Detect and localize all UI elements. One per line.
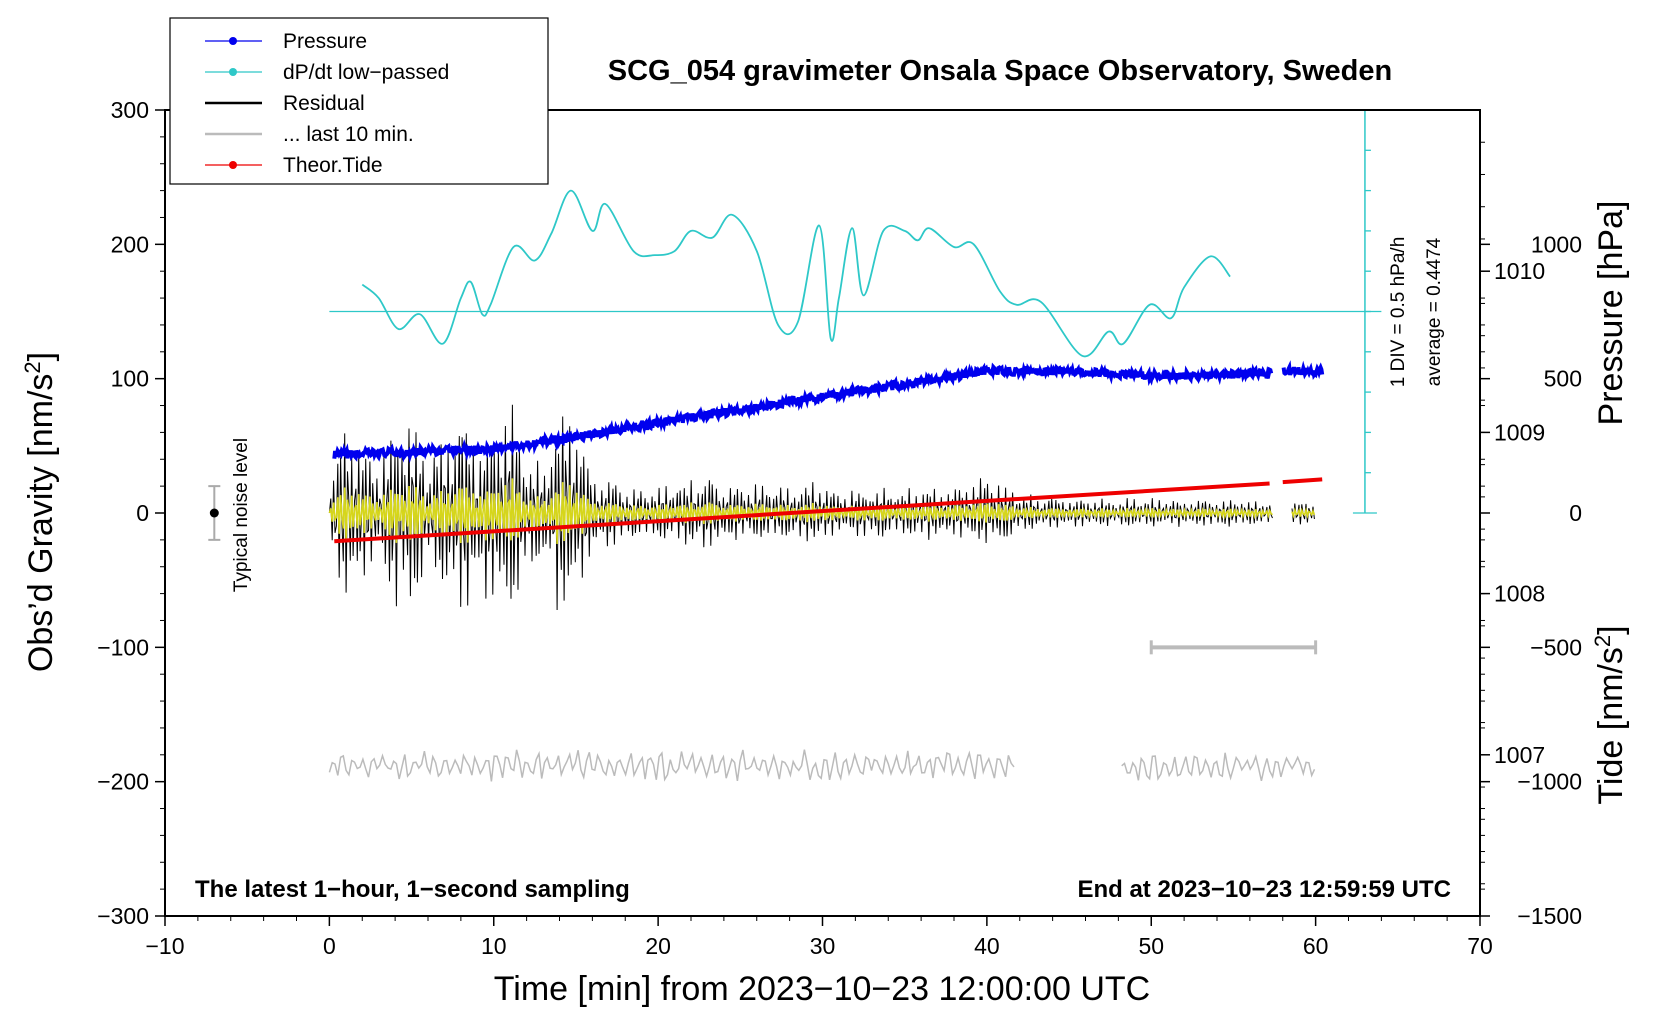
x-axis-title: Time [min] from 2023−10−23 12:00:00 UTC xyxy=(494,970,1150,1008)
dpdt-average-label: average = 0.4474 xyxy=(1424,237,1445,386)
x-tick-label: 60 xyxy=(1303,933,1329,959)
last10-layer xyxy=(328,640,1318,782)
y-axis-title-pressure: Pressure [hPa] xyxy=(1592,201,1630,426)
pressure-layer xyxy=(332,360,1325,464)
legend-label: ... last 10 min. xyxy=(283,123,414,146)
y-tick-label-gravity: −200 xyxy=(97,769,149,795)
dpdt-line xyxy=(361,189,1231,358)
x-tick-label: 0 xyxy=(323,933,336,959)
y-tick-label-gravity: −100 xyxy=(97,634,149,660)
y-axis-title-tide: Tide [nm/s2] xyxy=(1590,625,1630,804)
tide-line-segment xyxy=(334,481,1270,544)
y-tick-label-gravity: −300 xyxy=(97,903,149,929)
x-tick-label: 10 xyxy=(481,933,507,959)
noise-label: Typical noise level xyxy=(231,438,252,592)
y-axis-gravity: 300 200 100 0 −100 −200 −300 xyxy=(97,97,165,929)
noise-dot xyxy=(209,508,219,518)
misc-layer xyxy=(208,485,221,541)
pressure-line xyxy=(332,360,1325,464)
last10-trace xyxy=(328,749,1015,782)
y-tick-label-tide: −1000 xyxy=(1517,769,1582,795)
dpdt-layer xyxy=(329,109,1382,514)
y-tick-label-pressure: 1010 xyxy=(1494,258,1545,284)
legend-label: Theor.Tide xyxy=(283,154,383,177)
y-tick-label-pressure: 1007 xyxy=(1494,742,1545,768)
footer-right: End at 2023−10−23 12:59:59 UTC xyxy=(1077,876,1451,903)
legend-swatch-marker xyxy=(229,37,237,45)
legend-label: Residual xyxy=(283,92,365,115)
tide-layer xyxy=(334,477,1323,544)
chart-title: SCG_054 gravimeter Onsala Space Observat… xyxy=(608,55,1392,87)
y-tick-label-pressure: 1008 xyxy=(1494,581,1545,607)
x-tick-label: 50 xyxy=(1138,933,1164,959)
x-tick-label: 40 xyxy=(974,933,1000,959)
x-tick-label: 70 xyxy=(1467,933,1493,959)
footer-left: The latest 1−hour, 1−second sampling xyxy=(195,876,630,903)
legend: Pressure dP/dt low−passed Residual ... last… xyxy=(169,17,549,185)
y-tick-label-gravity: 100 xyxy=(111,366,149,392)
y-tick-label-pressure: 1009 xyxy=(1494,419,1545,445)
legend-box xyxy=(169,17,549,185)
y-tick-label-tide: 1000 xyxy=(1531,231,1582,257)
y-tick-label-gravity: 0 xyxy=(136,500,149,526)
y-axis-pressure: 1010 1009 1008 1007 xyxy=(1480,141,1545,885)
y-tick-label-tide: −500 xyxy=(1530,634,1582,660)
y-axis-title-gravity: Obs’d Gravity [nm/s2] xyxy=(20,352,60,672)
y-tick-label-tide: 0 xyxy=(1569,500,1582,526)
y-tick-label-gravity: 300 xyxy=(111,97,149,123)
y-tick-label-gravity: 200 xyxy=(111,231,149,257)
dpdt-scale-label: 1 DIV = 0.5 hPa/h xyxy=(1388,237,1409,388)
y-tick-label-tide: 500 xyxy=(1544,366,1582,392)
legend-label: dP/dt low−passed xyxy=(283,61,449,84)
last10-trace xyxy=(1121,752,1316,782)
x-tick-label: 20 xyxy=(645,933,671,959)
legend-swatch-marker xyxy=(229,68,237,76)
legend-label: Pressure xyxy=(283,30,367,53)
y-axis-tide: 1000 500 0 −500 −1000 −1500 xyxy=(1480,231,1582,929)
x-tick-label: −10 xyxy=(145,933,184,959)
y-tick-label-tide: −1500 xyxy=(1517,903,1582,929)
tide-line-segment xyxy=(1282,477,1323,485)
legend-swatch-marker xyxy=(229,161,237,169)
x-axis: −10 0 10 20 30 40 50 60 70 xyxy=(145,916,1493,959)
x-tick-label: 30 xyxy=(810,933,836,959)
